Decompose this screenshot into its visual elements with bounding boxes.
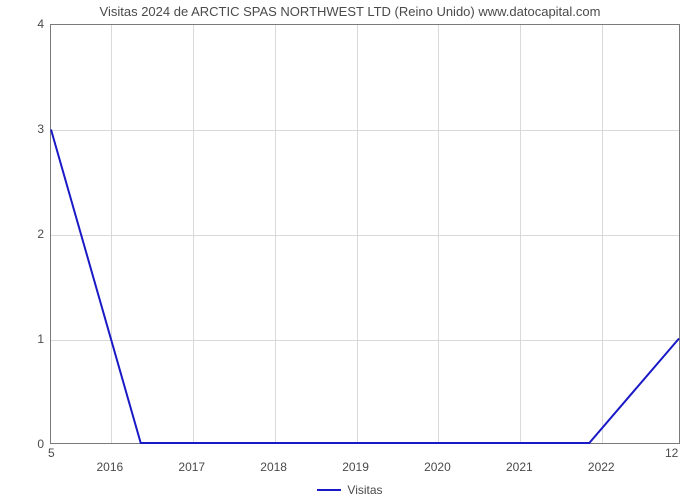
x-tick-label: 2020 xyxy=(424,460,451,474)
legend-item-visitas: Visitas xyxy=(317,483,382,497)
x-tick-label: 2019 xyxy=(342,460,369,474)
y-tick-label: 2 xyxy=(37,227,44,241)
y-tick-label: 0 xyxy=(37,437,44,451)
legend-label: Visitas xyxy=(347,483,382,497)
x-start-value-label: 5 xyxy=(48,446,55,460)
legend-swatch xyxy=(317,489,341,491)
y-tick-label: 4 xyxy=(37,17,44,31)
chart-title: Visitas 2024 de ARCTIC SPAS NORTHWEST LT… xyxy=(0,4,700,19)
y-tick-label: 1 xyxy=(37,332,44,346)
x-end-value-label: 12 xyxy=(665,446,678,460)
x-tick-label: 2016 xyxy=(96,460,123,474)
chart-container: Visitas 2024 de ARCTIC SPAS NORTHWEST LT… xyxy=(0,0,700,500)
legend: Visitas xyxy=(0,478,700,497)
x-tick-label: 2021 xyxy=(506,460,533,474)
y-tick-label: 3 xyxy=(37,122,44,136)
series-line-visitas xyxy=(51,25,679,443)
plot-area xyxy=(50,24,680,444)
x-tick-label: 2017 xyxy=(178,460,205,474)
x-tick-label: 2022 xyxy=(588,460,615,474)
x-tick-label: 2018 xyxy=(260,460,287,474)
